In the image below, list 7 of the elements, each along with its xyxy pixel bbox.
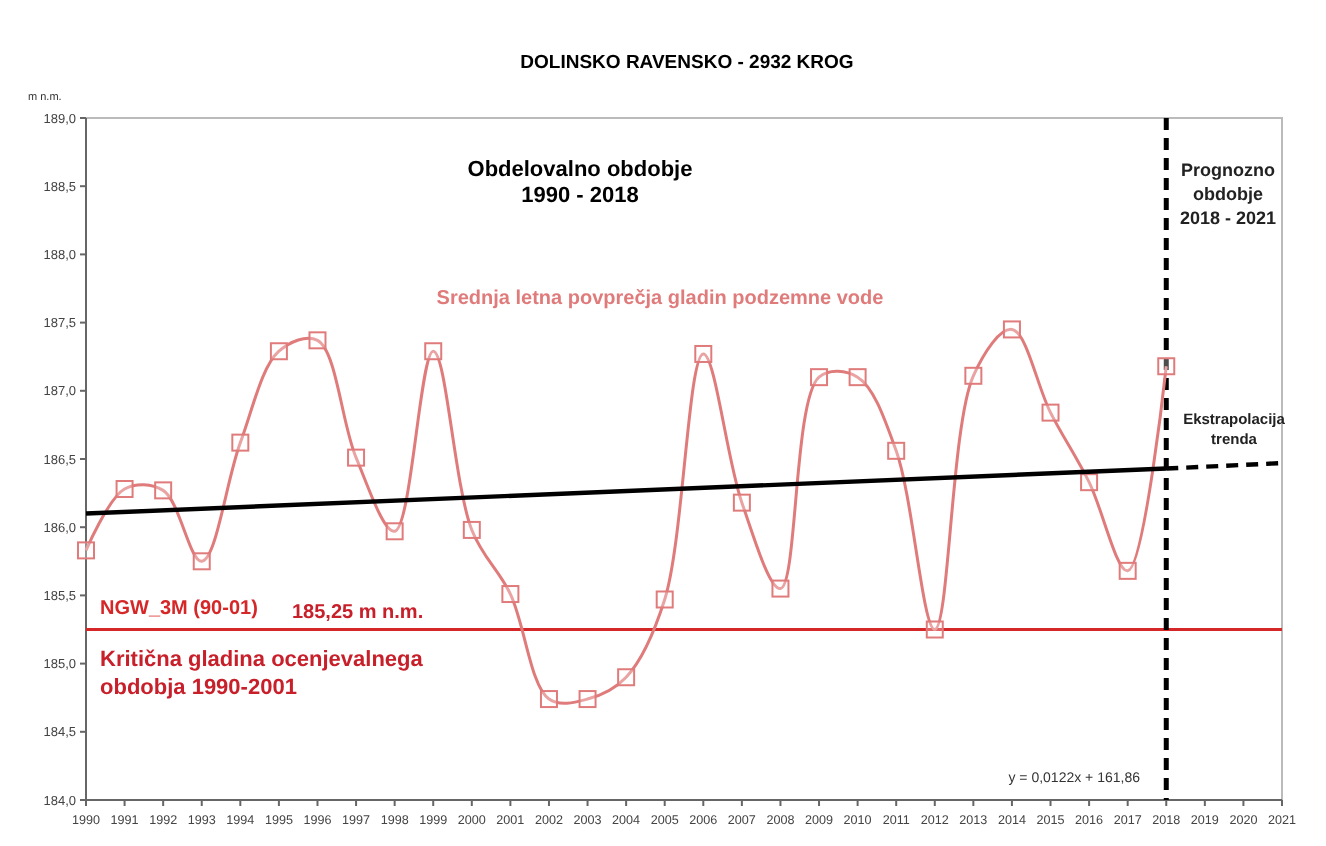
annotation: Obdelovalno obdobje 1990 - 2018 (467, 158, 693, 208)
annotation: Prognozno obdobje 2018 - 2021 (1179, 160, 1277, 228)
annotation: Kritična gladina ocenjevalnega obdobja 1990-2001 (100, 648, 425, 700)
chart-title: DOLINSKO RAVENSKO - 2932 KROG (520, 52, 854, 74)
ref-line-label: NGW_3M (90-01) (100, 597, 258, 620)
series-label: Srednja letna povprečja gladin podzemne vode (436, 288, 885, 310)
annotation: 185,25 m n.m. (292, 602, 424, 624)
